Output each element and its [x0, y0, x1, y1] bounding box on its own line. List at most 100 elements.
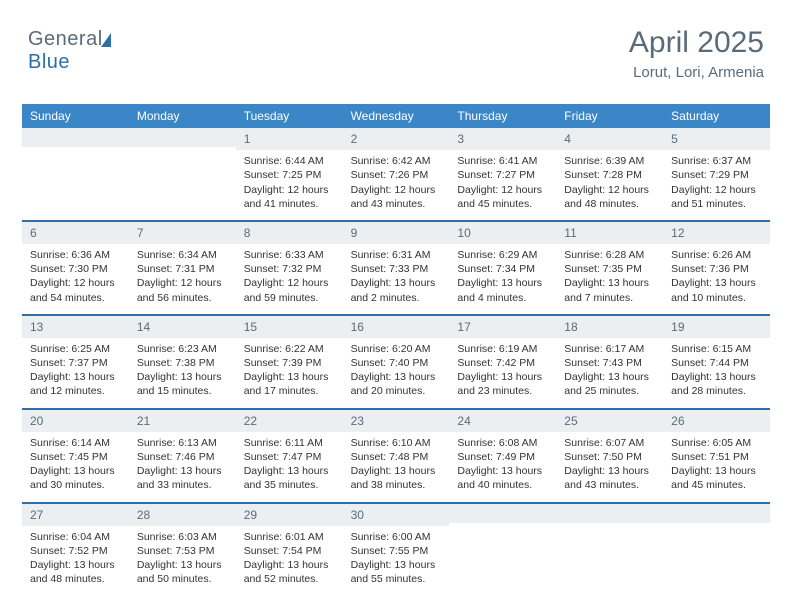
day-body: Sunrise: 6:42 AMSunset: 7:26 PMDaylight:… [343, 151, 450, 219]
day-number: 23 [343, 410, 450, 433]
day-cell: 19Sunrise: 6:15 AMSunset: 7:44 PMDayligh… [663, 316, 770, 408]
day-number: 8 [236, 222, 343, 245]
day-body: Sunrise: 6:07 AMSunset: 7:50 PMDaylight:… [556, 433, 663, 501]
day-cell: 25Sunrise: 6:07 AMSunset: 7:50 PMDayligh… [556, 410, 663, 502]
sunset-text: Sunset: 7:48 PM [351, 450, 442, 464]
day-number: 14 [129, 316, 236, 339]
day-body: Sunrise: 6:41 AMSunset: 7:27 PMDaylight:… [449, 151, 556, 219]
header: General Blue April 2025 Lorut, Lori, Arm… [0, 0, 792, 100]
daylight-text: Daylight: 12 hours and 54 minutes. [30, 276, 121, 304]
day-cell: 16Sunrise: 6:20 AMSunset: 7:40 PMDayligh… [343, 316, 450, 408]
sunrise-text: Sunrise: 6:41 AM [457, 154, 548, 168]
day-cell: 8Sunrise: 6:33 AMSunset: 7:32 PMDaylight… [236, 222, 343, 314]
sunset-text: Sunset: 7:26 PM [351, 168, 442, 182]
day-body [663, 524, 770, 574]
daylight-text: Daylight: 13 hours and 20 minutes. [351, 370, 442, 398]
logo-text: General Blue [28, 28, 113, 74]
sunrise-text: Sunrise: 6:15 AM [671, 342, 762, 356]
sunrise-text: Sunrise: 6:39 AM [564, 154, 655, 168]
day-body: Sunrise: 6:19 AMSunset: 7:42 PMDaylight:… [449, 339, 556, 407]
sunrise-text: Sunrise: 6:44 AM [244, 154, 335, 168]
daylight-text: Daylight: 12 hours and 41 minutes. [244, 183, 335, 211]
day-number: 4 [556, 128, 663, 151]
sunrise-text: Sunrise: 6:28 AM [564, 248, 655, 262]
sunset-text: Sunset: 7:35 PM [564, 262, 655, 276]
day-number: 24 [449, 410, 556, 433]
day-cell [22, 128, 129, 220]
day-body: Sunrise: 6:00 AMSunset: 7:55 PMDaylight:… [343, 527, 450, 595]
day-header-cell: Sunday [22, 104, 129, 128]
day-number: 3 [449, 128, 556, 151]
day-body: Sunrise: 6:36 AMSunset: 7:30 PMDaylight:… [22, 245, 129, 313]
day-cell: 28Sunrise: 6:03 AMSunset: 7:53 PMDayligh… [129, 504, 236, 596]
sunset-text: Sunset: 7:50 PM [564, 450, 655, 464]
daylight-text: Daylight: 13 hours and 45 minutes. [671, 464, 762, 492]
sunset-text: Sunset: 7:44 PM [671, 356, 762, 370]
logo-blue: Blue [28, 51, 70, 73]
day-body: Sunrise: 6:10 AMSunset: 7:48 PMDaylight:… [343, 433, 450, 501]
day-cell [556, 504, 663, 596]
day-body: Sunrise: 6:01 AMSunset: 7:54 PMDaylight:… [236, 527, 343, 595]
sunrise-text: Sunrise: 6:17 AM [564, 342, 655, 356]
day-cell: 26Sunrise: 6:05 AMSunset: 7:51 PMDayligh… [663, 410, 770, 502]
daylight-text: Daylight: 12 hours and 48 minutes. [564, 183, 655, 211]
day-header-cell: Tuesday [236, 104, 343, 128]
sunset-text: Sunset: 7:32 PM [244, 262, 335, 276]
day-body: Sunrise: 6:33 AMSunset: 7:32 PMDaylight:… [236, 245, 343, 313]
daylight-text: Daylight: 13 hours and 7 minutes. [564, 276, 655, 304]
daylight-text: Daylight: 12 hours and 51 minutes. [671, 183, 762, 211]
sunrise-text: Sunrise: 6:26 AM [671, 248, 762, 262]
day-cell: 22Sunrise: 6:11 AMSunset: 7:47 PMDayligh… [236, 410, 343, 502]
day-number: 29 [236, 504, 343, 527]
day-body: Sunrise: 6:25 AMSunset: 7:37 PMDaylight:… [22, 339, 129, 407]
sunrise-text: Sunrise: 6:10 AM [351, 436, 442, 450]
daylight-text: Daylight: 13 hours and 38 minutes. [351, 464, 442, 492]
day-header-row: SundayMondayTuesdayWednesdayThursdayFrid… [22, 104, 770, 128]
day-body: Sunrise: 6:22 AMSunset: 7:39 PMDaylight:… [236, 339, 343, 407]
day-number: 2 [343, 128, 450, 151]
daylight-text: Daylight: 13 hours and 17 minutes. [244, 370, 335, 398]
day-body [129, 148, 236, 198]
logo: General Blue [28, 28, 113, 74]
sunset-text: Sunset: 7:53 PM [137, 544, 228, 558]
sunset-text: Sunset: 7:27 PM [457, 168, 548, 182]
day-body: Sunrise: 6:29 AMSunset: 7:34 PMDaylight:… [449, 245, 556, 313]
week-row: 13Sunrise: 6:25 AMSunset: 7:37 PMDayligh… [22, 316, 770, 408]
sunset-text: Sunset: 7:49 PM [457, 450, 548, 464]
sunset-text: Sunset: 7:37 PM [30, 356, 121, 370]
day-body: Sunrise: 6:31 AMSunset: 7:33 PMDaylight:… [343, 245, 450, 313]
day-number [556, 504, 663, 524]
sunset-text: Sunset: 7:47 PM [244, 450, 335, 464]
day-body [22, 148, 129, 198]
sunrise-text: Sunrise: 6:34 AM [137, 248, 228, 262]
day-body: Sunrise: 6:15 AMSunset: 7:44 PMDaylight:… [663, 339, 770, 407]
day-number: 10 [449, 222, 556, 245]
sunrise-text: Sunrise: 6:25 AM [30, 342, 121, 356]
sunset-text: Sunset: 7:51 PM [671, 450, 762, 464]
day-header-cell: Friday [556, 104, 663, 128]
daylight-text: Daylight: 13 hours and 33 minutes. [137, 464, 228, 492]
day-number: 21 [129, 410, 236, 433]
day-body: Sunrise: 6:14 AMSunset: 7:45 PMDaylight:… [22, 433, 129, 501]
day-body [449, 524, 556, 574]
sunrise-text: Sunrise: 6:05 AM [671, 436, 762, 450]
day-body: Sunrise: 6:04 AMSunset: 7:52 PMDaylight:… [22, 527, 129, 595]
day-cell: 1Sunrise: 6:44 AMSunset: 7:25 PMDaylight… [236, 128, 343, 220]
sunset-text: Sunset: 7:52 PM [30, 544, 121, 558]
day-number: 15 [236, 316, 343, 339]
daylight-text: Daylight: 12 hours and 43 minutes. [351, 183, 442, 211]
daylight-text: Daylight: 13 hours and 35 minutes. [244, 464, 335, 492]
day-number [449, 504, 556, 524]
daylight-text: Daylight: 13 hours and 55 minutes. [351, 558, 442, 586]
sunset-text: Sunset: 7:29 PM [671, 168, 762, 182]
sunrise-text: Sunrise: 6:29 AM [457, 248, 548, 262]
day-cell: 21Sunrise: 6:13 AMSunset: 7:46 PMDayligh… [129, 410, 236, 502]
sunset-text: Sunset: 7:43 PM [564, 356, 655, 370]
daylight-text: Daylight: 13 hours and 48 minutes. [30, 558, 121, 586]
sunset-text: Sunset: 7:55 PM [351, 544, 442, 558]
sunrise-text: Sunrise: 6:00 AM [351, 530, 442, 544]
sunrise-text: Sunrise: 6:42 AM [351, 154, 442, 168]
day-cell: 13Sunrise: 6:25 AMSunset: 7:37 PMDayligh… [22, 316, 129, 408]
day-cell [129, 128, 236, 220]
sunrise-text: Sunrise: 6:13 AM [137, 436, 228, 450]
